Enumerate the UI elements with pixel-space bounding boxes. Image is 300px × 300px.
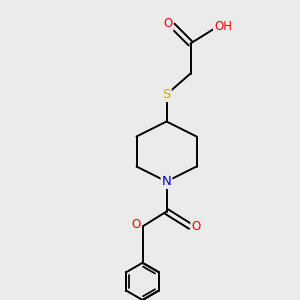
Text: OH: OH	[214, 20, 232, 33]
Text: S: S	[162, 88, 171, 101]
Text: N: N	[162, 175, 171, 188]
Text: O: O	[191, 220, 200, 233]
Text: O: O	[132, 218, 141, 232]
Text: O: O	[164, 17, 172, 31]
